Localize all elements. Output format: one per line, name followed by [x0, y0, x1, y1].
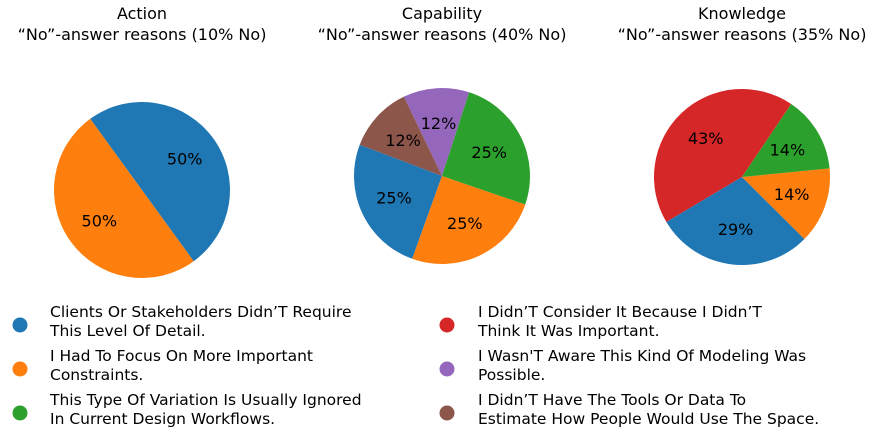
pie-slice: [90, 101, 231, 262]
pie-slice: [742, 168, 831, 240]
pie-slice: [412, 176, 526, 265]
slice-label: 50%: [82, 212, 118, 231]
slice-label: 12%: [385, 131, 421, 150]
chart-title: Knowledge: [698, 4, 786, 23]
legend-label: Possible.: [478, 366, 545, 384]
slice-label: 43%: [688, 129, 724, 148]
pie-slice: [53, 118, 194, 279]
slice-label: 25%: [376, 189, 412, 208]
legend-label: Constraints.: [50, 366, 143, 384]
pie-slice: [354, 144, 442, 259]
chart-subtitle: “No”-answer reasons (40% No): [318, 25, 567, 44]
legend-entry: I Didn’T Consider It Because I Didn’TThi…: [439, 303, 762, 340]
chart-title: Action: [117, 4, 167, 23]
legend-label: Clients Or Stakeholders Didn’T Require: [50, 303, 352, 321]
slice-label: 25%: [471, 143, 507, 162]
legend-label: Think It Was Important.: [477, 322, 660, 340]
legend-label: This Level Of Detail.: [49, 322, 206, 340]
slice-label: 50%: [167, 150, 203, 169]
legend-label: I Didn’T Consider It Because I Didn’T: [478, 303, 762, 321]
legend-label: Estimate How People Would Use The Space.: [478, 410, 819, 428]
legend-entry: This Type Of Variation Is Usually Ignore…: [12, 391, 362, 428]
legend-label: I Had To Focus On More Important: [50, 347, 313, 365]
slice-label: 14%: [770, 141, 806, 160]
slice-label: 12%: [421, 114, 457, 133]
pie-slice: [403, 88, 470, 176]
slice-label: 25%: [447, 214, 483, 233]
pie-charts: Action “No”-answer reasons (10% No) 50% 50%…: [18, 4, 867, 279]
pie-slice: [442, 92, 530, 205]
slice-label: 14%: [774, 185, 810, 204]
legend-label: In Current Design Workflows.: [50, 410, 275, 428]
pie-slice: [653, 88, 792, 223]
chart-title: Capability: [402, 4, 482, 23]
pie-chart-3: Knowledge “No”-answer reasons (35% No) 43%…: [618, 4, 867, 266]
legend-marker: [439, 317, 455, 333]
legend-label: This Type Of Variation Is Usually Ignore…: [49, 391, 362, 409]
legend-label: I Didn’T Have The Tools Or Data To: [478, 391, 746, 409]
chart-subtitle: “No”-answer reasons (35% No): [618, 25, 867, 44]
chart-subtitle: “No”-answer reasons (10% No): [18, 25, 267, 44]
legend-marker: [12, 405, 28, 421]
legend-entry: I Had To Focus On More ImportantConstrai…: [12, 347, 313, 384]
pie-slice: [742, 104, 830, 177]
legend-marker: [439, 361, 455, 377]
pie-chart-2: Capability “No”-answer reasons (40% No) 12…: [318, 4, 567, 265]
pie-slice: [666, 177, 805, 266]
legend-entry: Clients Or Stakeholders Didn’T RequireTh…: [12, 303, 352, 340]
legend-marker: [12, 317, 28, 333]
legend-entry: I Didn’T Have The Tools Or Data ToEstima…: [439, 391, 819, 428]
legend-marker: [439, 405, 455, 421]
legend-entry: I Wasn'T Aware This Kind Of Modeling Was…: [439, 347, 806, 384]
legend-label: I Wasn'T Aware This Kind Of Modeling Was: [478, 347, 806, 365]
slice-label: 29%: [718, 220, 754, 239]
pie-slice: [359, 96, 442, 176]
pie-chart-1: Action “No”-answer reasons (10% No) 50% 50%: [18, 4, 267, 279]
legend-marker: [12, 361, 28, 377]
legend: Clients Or Stakeholders Didn’T RequireTh…: [12, 303, 819, 428]
